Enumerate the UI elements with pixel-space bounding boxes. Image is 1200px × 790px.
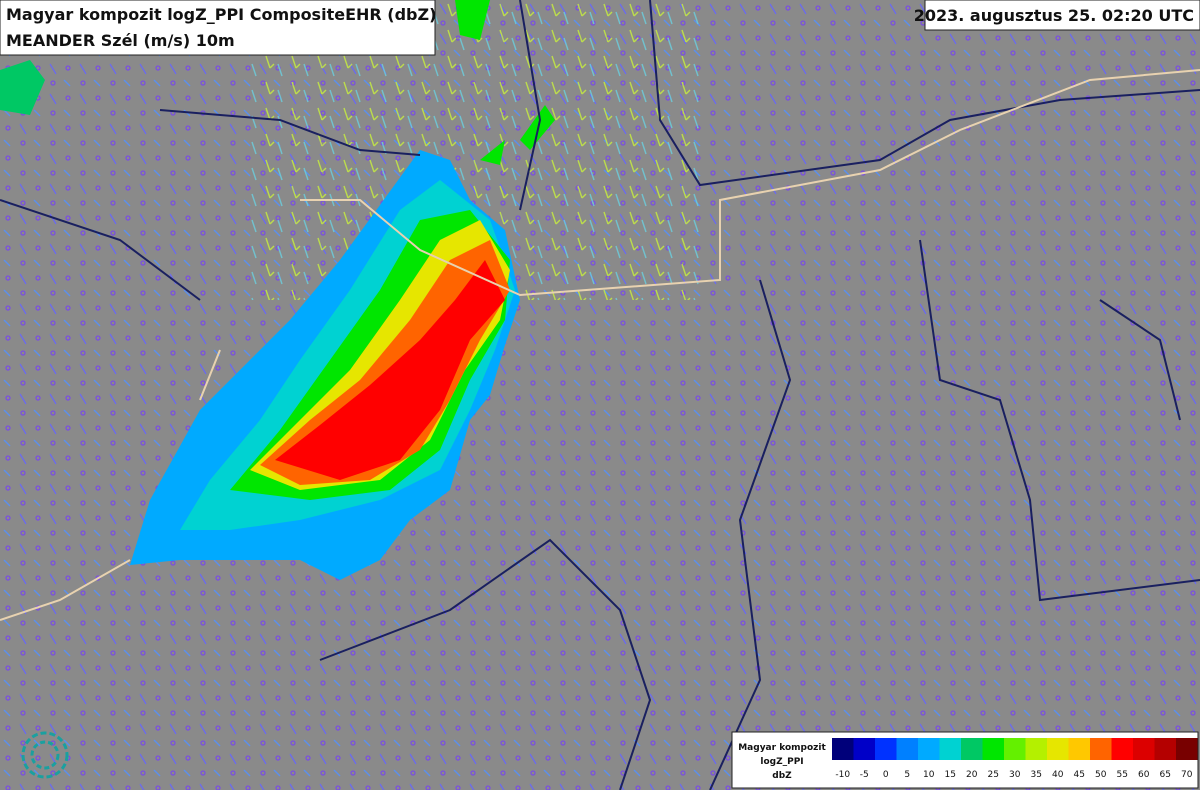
legend-label: -10 [835, 770, 850, 780]
legend-swatch [1047, 738, 1069, 760]
legend-label: 50 [1095, 770, 1107, 780]
legend-label: 55 [1117, 770, 1128, 780]
legend-swatch [961, 738, 983, 760]
legend-scale: -10 -5 0 5 10 15 20 25 30 35 40 45 50 55 60 65 70 [832, 738, 1198, 780]
legend-swatch [1111, 738, 1133, 760]
subtitle: MEANDER Szél (m/s) 10m [6, 31, 235, 50]
title: Magyar kompozit logZ_PPI CompositeEHR (d… [6, 5, 436, 24]
timestamp: 2023. augusztus 25. 02:20 UTC [914, 6, 1194, 25]
legend-swatch [1154, 738, 1176, 760]
timestamp-box [924, 0, 1200, 31]
title-box [0, 0, 436, 56]
logo [21, 731, 69, 779]
legend-swatch [875, 738, 897, 760]
legend-swatch [832, 738, 854, 760]
legend-label: 30 [1009, 770, 1021, 780]
legend-title: Magyar kompozit [738, 743, 826, 753]
legend-swatch [1068, 738, 1090, 760]
legend-swatch [1176, 738, 1198, 760]
legend-label: 35 [1031, 770, 1042, 780]
legend-label: 40 [1052, 770, 1064, 780]
legend-swatch [1090, 738, 1112, 760]
legend-label: 60 [1138, 770, 1150, 780]
legend-label: 15 [945, 770, 956, 780]
legend-label: 0 [883, 770, 889, 780]
radar-echo [0, 0, 555, 580]
legend-title: dbZ [772, 771, 792, 781]
legend-swatch [918, 738, 940, 760]
legend-label: -5 [860, 770, 869, 780]
legend-swatch [982, 738, 1004, 760]
legend-swatch [1004, 738, 1026, 760]
legend-swatch [1133, 738, 1155, 760]
legend-label: 20 [966, 770, 978, 780]
legend-label: 70 [1181, 770, 1193, 780]
legend-label: 45 [1074, 770, 1085, 780]
legend-title: logZ_PPI [760, 757, 803, 767]
legend-label: 10 [923, 770, 935, 780]
legend-swatch [939, 738, 961, 760]
legend-swatch [853, 738, 875, 760]
legend-label: 25 [988, 770, 999, 780]
legend-label: 65 [1160, 770, 1171, 780]
legend-label: 5 [904, 770, 910, 780]
legend-swatch [1025, 738, 1047, 760]
legend-swatch [896, 738, 918, 760]
